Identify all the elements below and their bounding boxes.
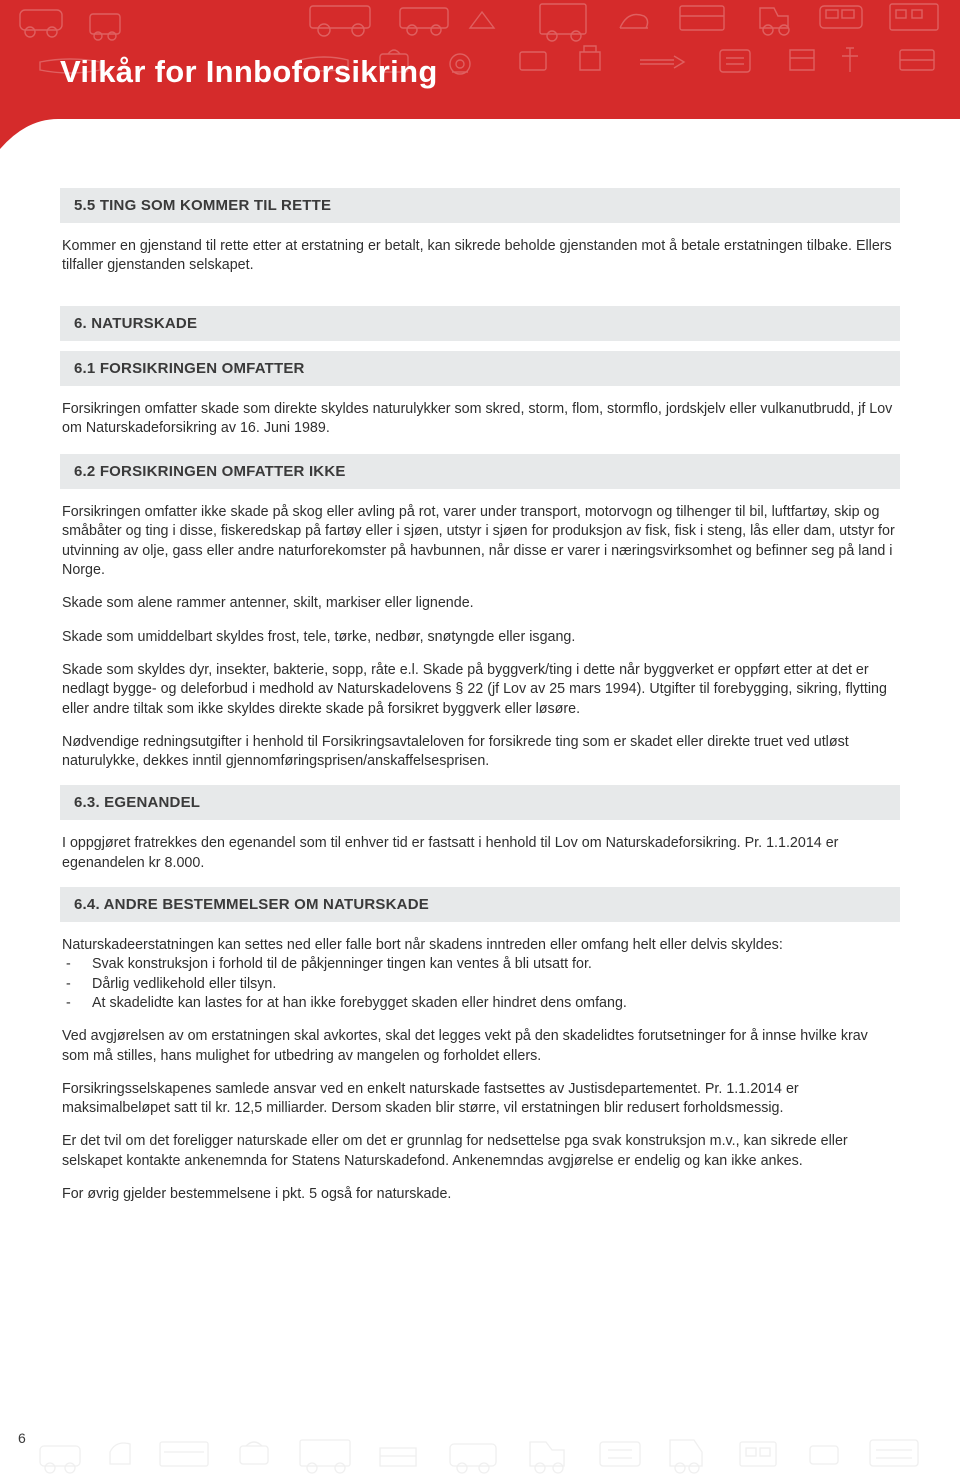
para: Forsikringsselskapenes samlede ansvar ve… xyxy=(62,1080,898,1119)
page-number: 6 xyxy=(18,1430,26,1446)
page-title: Vilkår for Innboforsikring xyxy=(60,54,438,90)
text-6-3: I oppgjøret fratrekkes den egenandel som… xyxy=(60,820,900,873)
para: Skade som alene rammer antenner, skilt, … xyxy=(62,594,898,613)
text-5-5: Kommer en gjenstand til rette etter at e… xyxy=(60,223,900,276)
para: Skade som skyldes dyr, insekter, bakteri… xyxy=(62,661,898,719)
text-6-1: Forsikringen omfatter skade som direkte … xyxy=(60,386,900,439)
list-item: Svak konstruksjon i forhold til de påkje… xyxy=(62,955,898,974)
heading-6-3: 6.3. EGENANDEL xyxy=(60,785,900,820)
para: Naturskadeerstatningen kan settes ned el… xyxy=(62,936,898,955)
footer-decorative-icons xyxy=(0,1412,960,1476)
header-band: Vilkår for Innboforsikring xyxy=(0,0,960,154)
para: Forsikringen omfatter skade som direkte … xyxy=(62,400,898,439)
para: Skade som umiddelbart skyldes frost, tel… xyxy=(62,628,898,647)
text-6-4: Naturskadeerstatningen kan settes ned el… xyxy=(60,922,900,1204)
para: Er det tvil om det foreligger naturskade… xyxy=(62,1132,898,1171)
heading-6-1: 6.1 FORSIKRINGEN OMFATTER xyxy=(60,351,900,386)
para: For øvrig gjelder bestemmelsene i pkt. 5… xyxy=(62,1185,898,1204)
list-item: Dårlig vedlikehold eller tilsyn. xyxy=(62,975,898,994)
list-item: At skadelidte kan lastes for at han ikke… xyxy=(62,994,898,1013)
heading-5-5: 5.5 TING SOM KOMMER TIL RETTE xyxy=(60,188,900,223)
heading-6-4: 6.4. ANDRE BESTEMMELSER OM NATURSKADE xyxy=(60,887,900,922)
para: I oppgjøret fratrekkes den egenandel som… xyxy=(62,834,898,873)
header-curve xyxy=(0,119,960,154)
heading-6: 6. NATURSKADE xyxy=(60,306,900,341)
text-6-2: Forsikringen omfatter ikke skade på skog… xyxy=(60,489,900,771)
para: Ved avgjørelsen av om erstatningen skal … xyxy=(62,1027,898,1066)
para: Nødvendige redningsutgifter i henhold ti… xyxy=(62,733,898,772)
para: Kommer en gjenstand til rette etter at e… xyxy=(62,237,898,276)
reasons-list: Svak konstruksjon i forhold til de påkje… xyxy=(62,955,898,1013)
heading-6-2: 6.2 FORSIKRINGEN OMFATTER IKKE xyxy=(60,454,900,489)
para: Forsikringen omfatter ikke skade på skog… xyxy=(62,503,898,580)
content-area: 5.5 TING SOM KOMMER TIL RETTE Kommer en … xyxy=(0,188,960,1204)
footer-band: 6 xyxy=(0,1412,960,1476)
